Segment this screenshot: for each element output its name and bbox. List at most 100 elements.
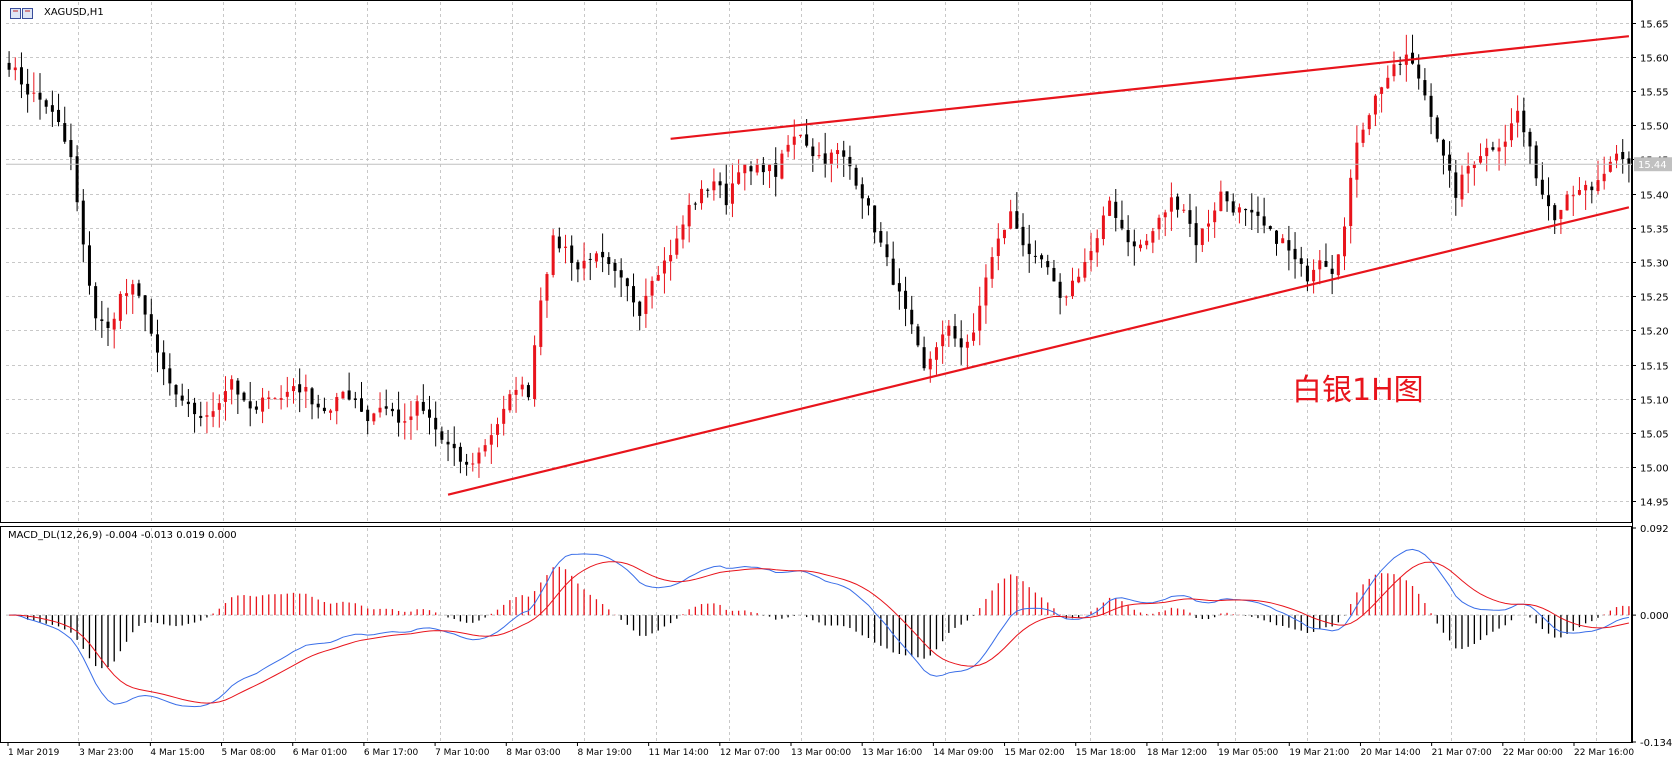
candle-body: [174, 385, 178, 395]
candle-body: [291, 386, 295, 392]
candle-body: [1330, 268, 1334, 274]
candle-body: [7, 62, 11, 70]
candle-body: [1479, 156, 1483, 163]
candle-body: [1534, 145, 1538, 179]
candle-body: [1200, 228, 1204, 245]
candle-body: [199, 415, 203, 418]
candle-body: [613, 262, 617, 271]
candle-body: [26, 83, 30, 95]
candle-body: [397, 409, 401, 423]
candle-body: [582, 260, 586, 269]
candle-body: [112, 318, 116, 330]
candle-body: [1540, 179, 1544, 195]
candle-body: [1380, 87, 1384, 94]
candle-body: [81, 200, 85, 245]
candle-body: [1441, 139, 1445, 156]
candle-body: [588, 258, 592, 260]
candle-body: [860, 184, 864, 199]
candle-body: [496, 424, 500, 435]
candle-body: [780, 153, 784, 179]
candle-body: [1398, 63, 1402, 65]
candle-body: [934, 347, 938, 360]
candle-body: [576, 262, 580, 270]
candle-body: [211, 411, 215, 417]
candle-body: [298, 384, 302, 393]
candle-body: [910, 309, 914, 325]
candle-body: [1516, 110, 1520, 123]
candle-body: [897, 283, 901, 292]
candle-body: [125, 293, 129, 296]
candle-body: [100, 319, 104, 322]
candle-body: [805, 134, 809, 146]
candle-body: [514, 389, 518, 395]
macd-axis-label: -0.134: [1640, 738, 1672, 749]
candle-body: [539, 300, 543, 347]
candle-body: [1559, 209, 1563, 219]
candle-body: [1108, 200, 1112, 216]
candle-body: [737, 172, 741, 184]
candle-body: [193, 402, 197, 415]
chart-window-icon[interactable]: [10, 8, 34, 19]
time-tick-label: 18 Mar 12:00: [1147, 748, 1207, 758]
candle-body: [347, 390, 351, 400]
candle-body: [965, 341, 969, 348]
candle-body: [959, 338, 963, 348]
time-tick-label: 19 Mar 05:00: [1218, 748, 1278, 758]
price-tick-label: 14.95: [1640, 498, 1669, 509]
candle-body: [1126, 230, 1130, 243]
candle-body: [730, 183, 734, 204]
candle-body: [1571, 195, 1575, 197]
candle-body: [1058, 281, 1062, 298]
time-tick-label: 5 Mar 08:00: [222, 748, 277, 758]
price-tick-label: 15.05: [1640, 430, 1669, 441]
candle-body: [1231, 201, 1235, 213]
candle-body: [1367, 115, 1371, 130]
candle-body: [1312, 269, 1316, 282]
macd-main-line: [9, 548, 1629, 708]
candle-body: [792, 136, 796, 145]
candle-body: [798, 134, 802, 136]
time-tick-label: 11 Mar 14:00: [649, 748, 709, 758]
candle-body: [1448, 154, 1452, 171]
candle-body: [996, 238, 1000, 256]
candle-body: [1318, 260, 1322, 270]
candle-body: [1151, 231, 1155, 243]
candle-body: [1009, 211, 1013, 229]
candle-body: [1052, 267, 1056, 282]
candle-body: [403, 421, 407, 423]
candle-body: [1522, 110, 1526, 133]
candle-body: [570, 245, 574, 263]
candle-body: [774, 163, 778, 177]
candle-body: [1275, 230, 1279, 244]
candle-body: [69, 140, 73, 158]
candle-body: [1497, 147, 1501, 152]
candle-body: [953, 326, 957, 339]
candle-body: [662, 260, 666, 274]
candle-body: [1070, 280, 1074, 297]
time-tick-label: 20 Mar 14:00: [1360, 748, 1420, 758]
candle-body: [471, 463, 475, 465]
candle-body: [452, 443, 456, 449]
candle-body: [1244, 208, 1248, 211]
trendline-upper-channel: [670, 35, 1630, 140]
candle-body: [1021, 226, 1025, 246]
candle-body: [1466, 166, 1470, 174]
candle-body: [743, 164, 747, 174]
candle-body: [1608, 161, 1612, 172]
candle-body: [749, 166, 753, 172]
price-tick-label: 15.20: [1640, 327, 1669, 338]
candle-body: [230, 379, 234, 390]
price-tick-label: 15.55: [1640, 88, 1669, 99]
main-chart-frame: [0, 0, 1632, 523]
candle-body: [94, 286, 98, 319]
candle-body: [1064, 296, 1068, 298]
time-tick-label: 8 Mar 19:00: [577, 748, 632, 758]
time-tick-label: 3 Mar 23:00: [79, 748, 134, 758]
candle-body: [137, 283, 141, 296]
time-tick-label: 6 Mar 01:00: [293, 748, 348, 758]
candle-body: [866, 198, 870, 206]
candle-body: [990, 257, 994, 279]
candle-body: [168, 368, 172, 384]
time-tick-label: 14 Mar 09:00: [933, 748, 993, 758]
